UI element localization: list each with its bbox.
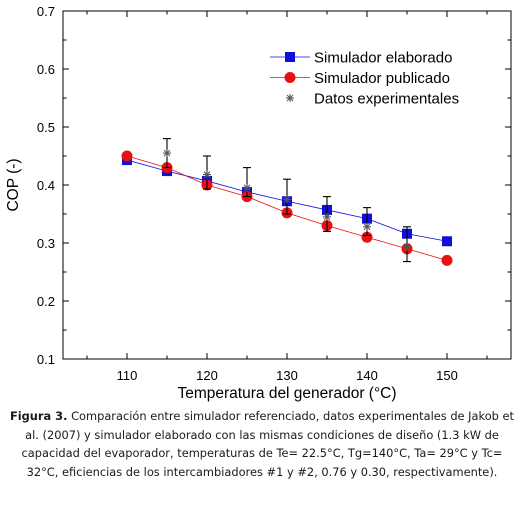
legend-label: Datos experimentales — [314, 91, 459, 108]
chart: 110 120 130 140 150 0.1 0.2 0.3 0.4 0.5 0.6 0.7 Temp… — [5, 4, 512, 402]
y-tick-label: 0.3 — [37, 236, 55, 251]
legend-marker — [284, 72, 296, 83]
y-tick-label: 0.7 — [37, 4, 55, 19]
data-point — [203, 170, 211, 179]
y-axis-label: COP (-) — [5, 158, 22, 211]
x-tick-label: 130 — [276, 368, 298, 383]
error-bar — [363, 207, 371, 237]
x-tick-label: 150 — [436, 368, 458, 383]
x-tick-label: 140 — [356, 368, 378, 383]
data-point — [403, 243, 411, 252]
data-point — [363, 222, 371, 231]
data-point — [283, 195, 291, 204]
data-point — [441, 254, 453, 266]
caption-text: Comparación entre simulador referenciado… — [21, 409, 515, 479]
y-tick-label: 0.1 — [37, 352, 55, 367]
y-tick-label: 0.4 — [37, 178, 55, 193]
data-point — [361, 231, 373, 243]
y-tick-label: 0.5 — [37, 120, 55, 135]
legend-label: Simulador elaborado — [314, 50, 452, 67]
x-axis-label: Temperatura del generador (°C) — [178, 385, 397, 402]
data-point — [442, 236, 452, 247]
data-point — [323, 212, 331, 221]
x-tick-label: 120 — [196, 368, 218, 383]
data-point — [121, 150, 133, 162]
legend: Simulador elaborado Simulador publicado Da… — [270, 50, 459, 108]
axis-ticks — [63, 10, 511, 360]
series-2 — [163, 138, 411, 263]
caption-label: Figura 3. — [9, 409, 68, 423]
x-tick-label: 110 — [117, 368, 138, 383]
legend-label: Simulador publicado — [314, 70, 450, 87]
data-point — [243, 183, 251, 192]
y-tick-label: 0.2 — [37, 294, 55, 309]
y-tick-label: 0.6 — [37, 62, 55, 77]
figure-caption: Figura 3. Comparación entre simulador re… — [4, 407, 520, 481]
legend-marker — [285, 52, 295, 62]
data-point — [163, 149, 171, 158]
legend-marker — [286, 94, 294, 102]
